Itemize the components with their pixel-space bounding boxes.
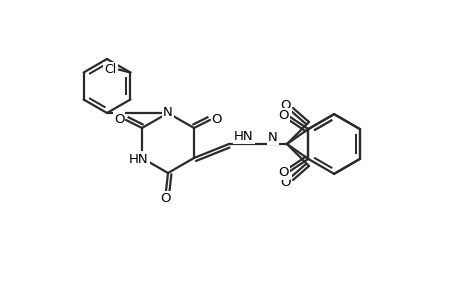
Text: O: O <box>280 98 291 112</box>
Text: O: O <box>211 112 222 125</box>
Text: O: O <box>280 176 291 190</box>
Text: Cl: Cl <box>104 63 116 76</box>
Text: HN: HN <box>234 130 253 142</box>
Text: O: O <box>113 112 124 125</box>
Text: N: N <box>268 130 277 143</box>
Text: N: N <box>163 106 173 118</box>
Text: HN: HN <box>129 152 149 166</box>
Text: O: O <box>277 167 288 179</box>
Text: O: O <box>277 109 288 122</box>
Text: O: O <box>160 193 171 206</box>
